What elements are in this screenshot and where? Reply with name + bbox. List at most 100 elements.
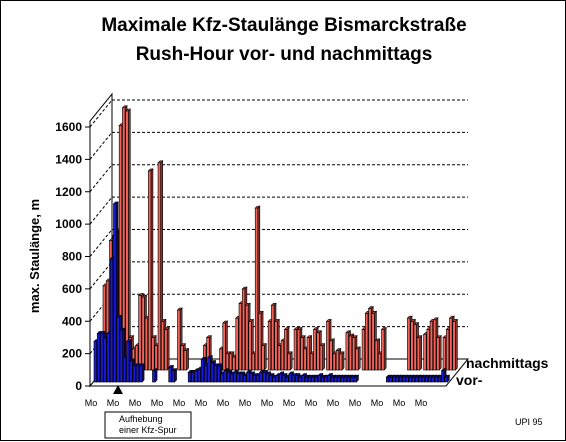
bar-front xyxy=(132,365,136,383)
grid-line-depth xyxy=(89,99,113,128)
bar-front xyxy=(385,376,390,383)
bar-side xyxy=(186,347,189,371)
x-tick-label: Mo xyxy=(283,398,296,408)
bar-front xyxy=(441,370,445,383)
bar-front xyxy=(119,329,123,383)
bar-front xyxy=(251,353,255,371)
x-tick-label: Mo xyxy=(261,398,274,408)
x-tick-label: Mo xyxy=(305,398,318,408)
x-tick-label: Mo xyxy=(129,398,142,408)
bar-front xyxy=(280,340,285,371)
bar-front xyxy=(171,370,175,383)
bar-front xyxy=(239,373,244,383)
bar-front xyxy=(262,371,266,383)
bar-front xyxy=(180,345,184,371)
bar-side xyxy=(166,326,170,371)
bar-vor-14 xyxy=(138,363,145,383)
x-tick-label: Mo xyxy=(327,398,340,408)
bar-front xyxy=(337,376,341,383)
bar-front xyxy=(416,337,421,371)
bar-front xyxy=(295,375,299,383)
bar-front xyxy=(389,376,393,383)
bar-front xyxy=(407,317,411,371)
bar-front xyxy=(232,356,236,371)
bar-front xyxy=(340,376,344,383)
x-tick-label: Mo xyxy=(415,398,428,408)
bar-front xyxy=(271,304,275,371)
bar-front xyxy=(144,317,149,371)
bar-front xyxy=(348,335,353,371)
bar-front xyxy=(449,317,453,371)
bar-nachmittags-57 xyxy=(286,351,293,371)
bar-front xyxy=(410,321,414,371)
bar-side xyxy=(322,342,325,371)
bar-front xyxy=(301,375,305,383)
bar-nachmittags-25 xyxy=(183,347,190,371)
grid-line-depth xyxy=(89,229,113,257)
bar-front xyxy=(245,304,249,371)
bar-front xyxy=(249,373,253,383)
bar-front xyxy=(248,321,252,371)
bar-front xyxy=(411,376,416,383)
bar-nachmittags-19 xyxy=(163,326,170,371)
x-tick-label: Mo xyxy=(349,398,362,408)
y-tick-label: 800 xyxy=(62,250,82,264)
bar-front xyxy=(103,337,107,383)
bar-front xyxy=(368,308,372,371)
bar-front xyxy=(309,353,314,371)
bar-front xyxy=(377,353,382,371)
bar-front xyxy=(252,375,257,383)
bar-front xyxy=(261,345,265,371)
bar-front xyxy=(326,321,330,371)
y-tick-label: 0 xyxy=(75,379,82,393)
bar-front xyxy=(194,370,198,383)
bar-front xyxy=(421,376,425,383)
bar-front xyxy=(284,329,288,371)
grid-line-depth xyxy=(89,196,113,225)
bar-front xyxy=(238,303,242,371)
bar-vor-80 xyxy=(353,374,360,383)
bar-front xyxy=(329,340,333,371)
bar-front xyxy=(254,207,259,371)
x-axis-ticks: Mo Mo Mo Mo Mo Mo Mo Mo Mo Mo Mo Mo Mo Mo Mo Mo xyxy=(85,398,428,408)
grid-line-depth xyxy=(89,164,113,193)
bar-front xyxy=(444,376,448,383)
bar-front xyxy=(353,376,357,383)
bar-vor-108 xyxy=(444,374,451,383)
bar-front xyxy=(267,321,272,371)
bar-front xyxy=(428,376,432,383)
bar-front xyxy=(436,337,440,371)
bar-front xyxy=(321,376,325,383)
bar-front xyxy=(125,110,129,371)
bar-vor-24 xyxy=(171,367,178,383)
bar-front xyxy=(298,376,302,383)
bar-front xyxy=(313,329,317,371)
bar-nachmittags-86 xyxy=(380,326,387,371)
bar-front xyxy=(332,353,336,371)
bar-front xyxy=(339,353,343,371)
y-axis-label: max. Staulänge, m xyxy=(27,199,42,313)
bar-front xyxy=(96,333,101,383)
bar-vor-18 xyxy=(151,367,158,383)
annotation-text: Aufhebung einer Kfz-Spur xyxy=(119,414,177,435)
bar-front xyxy=(402,376,406,383)
bar-front xyxy=(429,321,433,371)
bar-front xyxy=(293,329,297,371)
bar-front xyxy=(424,376,429,383)
bar-front xyxy=(352,337,356,371)
bar-front xyxy=(274,321,278,371)
bar-front xyxy=(139,365,143,383)
y-axis-ticks: 0 200 400 600 800 1000 1200 1400 1600 xyxy=(55,120,90,393)
bar-front xyxy=(306,337,310,371)
grid-line-depth xyxy=(89,293,113,322)
bar-front xyxy=(246,371,250,383)
y-tick-label: 1000 xyxy=(55,217,82,231)
bar-front xyxy=(258,313,262,371)
bar-front xyxy=(129,360,133,383)
x-tick-label: Mo xyxy=(371,398,384,408)
bar-front xyxy=(210,362,214,383)
x-tick-label: Mo xyxy=(217,398,230,408)
bar-front xyxy=(415,376,419,383)
